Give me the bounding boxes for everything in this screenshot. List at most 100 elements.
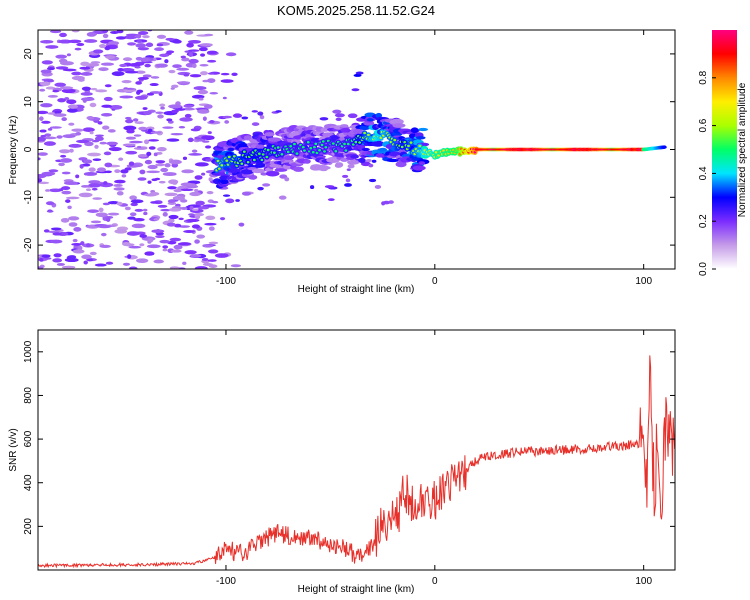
- spectrogram-cell: [92, 158, 102, 162]
- spectrogram-cell: [375, 153, 385, 158]
- spectrogram-cell: [123, 35, 138, 40]
- spectrogram-cell: [99, 182, 114, 188]
- spectrogram-cell: [133, 134, 142, 137]
- spectrogram-cell: [58, 188, 64, 192]
- spectrogram-cell: [216, 159, 220, 163]
- spectrogram-cell: [89, 251, 97, 256]
- spectrogram-cell: [207, 78, 216, 83]
- spectrogram-cell: [57, 98, 67, 103]
- spectrogram-y-axis-title: Frequency (Hz): [8, 116, 19, 185]
- spectrogram-cell: [49, 126, 62, 129]
- spectrogram-cell: [323, 150, 326, 153]
- spectrogram-cell: [167, 186, 177, 190]
- snr-x-ticks: -100 0 100: [216, 330, 652, 587]
- colorbar: 0.0 0.2 0.4 0.6 0.8 Normalized spectral ampl…: [698, 30, 748, 276]
- spectrogram-cell: [48, 169, 59, 173]
- spectrogram-cell: [167, 199, 176, 203]
- spectrogram-cell: [125, 119, 134, 124]
- spectrogram-cell: [145, 42, 154, 48]
- spectrogram-cell: [146, 244, 161, 249]
- spectrogram-cell: [157, 146, 167, 152]
- spectrogram-cell: [293, 142, 296, 146]
- snr-y-ticks: 200 400 600 800 1000: [23, 340, 675, 535]
- spectrogram-cell: [303, 159, 311, 164]
- spectrogram-cell: [180, 55, 187, 59]
- spectrogram-cell: [345, 178, 351, 183]
- spectrogram-cell: [78, 192, 93, 198]
- spectrogram-cell: [134, 95, 148, 100]
- spectrogram-cell: [59, 158, 73, 163]
- figure-title: KOM5.2025.258.11.52.G24: [277, 3, 435, 18]
- spectrogram-cell: [92, 49, 104, 54]
- spectrogram-cell: [220, 79, 234, 83]
- spectrogram-cell: [168, 104, 182, 109]
- spectrogram-cell: [381, 201, 386, 206]
- spectrogram-cell: [189, 191, 201, 197]
- spectrogram-cell: [159, 103, 166, 107]
- spectrogram-cell: [205, 145, 212, 149]
- spectrogram-cell: [189, 254, 202, 258]
- spectrogram-cell: [400, 145, 404, 149]
- spectrogram-cell: [126, 129, 135, 134]
- spectrogram-cell: [86, 243, 91, 248]
- spectrogram-cell: [335, 162, 344, 168]
- spectrogram-cell: [119, 95, 134, 99]
- spectrogram-cell: [262, 183, 271, 187]
- spectrogram-cell: [181, 169, 194, 174]
- spectrogram-cell: [162, 245, 169, 249]
- spectrogram-cell: [98, 207, 104, 213]
- spectrogram-cell: [128, 266, 138, 269]
- spectrogram-cell: [143, 110, 152, 116]
- spectrogram-cell: [53, 113, 67, 117]
- colorbar-tick-label: 0.0: [698, 262, 709, 276]
- spectrogram-cell: [172, 64, 182, 69]
- spectrogram-cell: [47, 67, 55, 71]
- spectrogram-cell: [134, 208, 144, 212]
- spectrogram-cell: [661, 145, 667, 149]
- spectrogram-cell: [98, 43, 107, 49]
- spectrogram-cell: [66, 108, 78, 113]
- spectrogram-cell: [61, 171, 71, 175]
- spectrogram-cell: [334, 113, 345, 118]
- spectrogram-cell: [104, 162, 113, 168]
- spectrogram-cell: [102, 33, 109, 39]
- spectrogram-cell: [143, 211, 148, 216]
- spectrogram-x-axis-title: Height of straight line (km): [298, 284, 415, 295]
- spectrogram-cell: [133, 218, 145, 222]
- spectrogram-cell: [311, 151, 315, 154]
- spectrogram-cell: [198, 97, 204, 101]
- snr-series-line: [38, 355, 675, 569]
- spectrogram-cell: [148, 146, 156, 150]
- spectrogram-cell: [315, 151, 319, 155]
- spectrogram-cell: [109, 104, 123, 110]
- spectrogram-cell: [350, 154, 359, 159]
- spectrogram-cell: [72, 238, 78, 243]
- spectrogram-cell: [81, 86, 91, 91]
- spectrogram-cell: [371, 140, 385, 147]
- spectrogram-cell: [169, 237, 182, 242]
- spectrogram-cell: [159, 239, 170, 244]
- spectrogram-cell: [188, 213, 195, 216]
- spectrogram-cell: [147, 128, 153, 133]
- spectrogram-cell: [118, 157, 124, 161]
- spectrogram-y-tick-label: -20: [23, 237, 34, 252]
- spectrogram-cell: [38, 152, 48, 156]
- spectrogram-cell: [205, 158, 212, 162]
- spectrogram-cell: [115, 36, 127, 40]
- spectrogram-cell: [265, 170, 280, 177]
- spectrogram-cell: [164, 163, 171, 168]
- spectrogram-cell: [194, 175, 203, 180]
- spectrogram-cell: [136, 33, 142, 39]
- spectrogram-cell: [189, 74, 202, 78]
- spectrogram-cell: [191, 149, 198, 153]
- spectrogram-cell: [40, 103, 53, 108]
- snr-x-tick-label: 0: [432, 576, 438, 587]
- spectrogram-cell: [305, 134, 312, 138]
- spectrogram-cell: [54, 82, 67, 87]
- spectrogram-y-tick-label: 10: [23, 96, 34, 108]
- spectrogram-cell: [71, 242, 83, 246]
- spectrogram-cell: [62, 134, 76, 139]
- spectrogram-cell: [116, 191, 124, 196]
- spectrogram-cell: [418, 161, 426, 165]
- spectrogram-cell: [153, 259, 164, 264]
